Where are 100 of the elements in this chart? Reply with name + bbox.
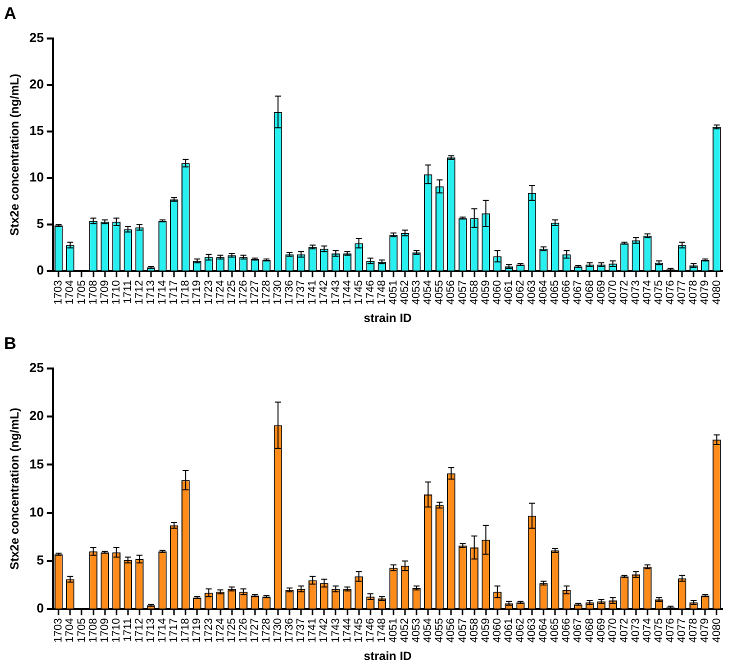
x-tick-label: 1727 — [248, 280, 261, 305]
x-tick-label: 4053 — [410, 280, 423, 305]
x-tick-label: 1746 — [364, 280, 376, 305]
x-tick-label: 1725 — [226, 280, 238, 305]
x-tick-label: 1709 — [98, 280, 111, 305]
x-tick-label: 4064 — [538, 618, 550, 643]
x-tick-label: 4063 — [526, 280, 538, 305]
x-tick-label: 4077 — [676, 618, 688, 643]
x-tick-label: 4075 — [653, 280, 666, 305]
x-tick-label: 4072 — [618, 280, 630, 305]
x-tick-label: 1709 — [98, 618, 111, 643]
x-tick-label: 1704 — [64, 280, 76, 305]
x-tick-label: 4065 — [549, 618, 562, 643]
x-tick-label: 4070 — [606, 618, 619, 643]
x-tick-label: 1741 — [306, 618, 319, 643]
x-tick-label: 4052 — [399, 618, 412, 643]
x-tick-label: 1728 — [260, 280, 272, 305]
y-tick-label: 25 — [29, 360, 44, 375]
x-tick-label: 4057 — [456, 280, 469, 305]
x-tick-label: 1743 — [330, 280, 342, 305]
x-tick-label: 4059 — [480, 280, 492, 305]
x-axis-title: strain ID — [364, 311, 412, 326]
x-tick-label: 4076 — [664, 618, 677, 643]
x-tick-label: 4078 — [688, 618, 700, 643]
x-tick-label: 4063 — [526, 618, 538, 643]
x-tick-label: 1748 — [376, 618, 388, 643]
y-tick-label: 25 — [29, 30, 44, 45]
y-tick-label: 5 — [36, 552, 44, 568]
x-tick-label: 4073 — [630, 280, 642, 305]
x-tick-label: 4074 — [642, 618, 654, 643]
x-tick-label: 4061 — [502, 618, 515, 643]
x-axis-title: strain ID — [364, 649, 412, 664]
x-tick-label: 4070 — [606, 280, 619, 305]
x-tick-label: 4054 — [422, 280, 434, 305]
x-tick-label: 1737 — [295, 280, 308, 305]
x-tick-label: 4053 — [410, 618, 423, 643]
x-tick-label: 1711 — [122, 280, 134, 304]
x-tick-label: 4067 — [572, 280, 584, 305]
x-tick-label: 1714 — [156, 618, 169, 643]
x-tick-label: 1745 — [352, 618, 365, 643]
x-tick-label: 1717 — [168, 280, 180, 305]
x-tick-label: 4056 — [445, 280, 458, 305]
x-tick-label: 4072 — [618, 618, 630, 643]
x-tick-label: 1744 — [341, 618, 354, 643]
x-tick-label: 1726 — [237, 618, 250, 643]
x-tick-label: 4069 — [595, 618, 608, 643]
x-tick-label: 1719 — [191, 280, 204, 305]
x-tick-label: 1727 — [248, 618, 261, 643]
x-tick-label: 1708 — [87, 618, 100, 643]
x-tick-label: 4055 — [434, 280, 446, 305]
x-tick-label: 4054 — [422, 618, 434, 643]
chart-title: A — [4, 4, 16, 23]
x-tick-label: 4061 — [502, 280, 515, 305]
x-tick-label: 4067 — [572, 618, 584, 643]
chart-title: B — [4, 334, 16, 353]
x-tick-label: 1714 — [156, 280, 169, 305]
x-tick-label: 4051 — [387, 280, 400, 305]
x-tick-label: 4080 — [710, 280, 723, 305]
x-tick-label: 4060 — [491, 618, 504, 643]
x-tick-label: 1724 — [214, 618, 226, 643]
x-tick-label: 1746 — [364, 618, 376, 643]
y-tick-label: 0 — [36, 600, 44, 616]
x-tick-label: 1703 — [52, 618, 65, 643]
x-tick-label: 1742 — [318, 618, 330, 643]
x-tick-label: 4058 — [468, 280, 480, 305]
x-tick-label: 1713 — [145, 618, 158, 643]
x-tick-label: 4057 — [456, 618, 469, 643]
x-tick-label: 4064 — [538, 280, 550, 305]
x-tick-label: 1719 — [191, 618, 204, 643]
x-tick-label: 1725 — [226, 618, 238, 643]
x-tick-label: 4068 — [584, 618, 596, 643]
x-tick-label: 1717 — [168, 618, 180, 643]
x-tick-label: 1730 — [272, 618, 284, 643]
x-tick-label: 1737 — [295, 618, 308, 643]
x-tick-label: 1736 — [284, 280, 296, 305]
x-tick-label: 1718 — [180, 618, 192, 643]
x-tick-label: 1736 — [284, 618, 296, 643]
x-tick-label: 4069 — [595, 280, 608, 305]
x-tick-label: 1712 — [133, 618, 146, 643]
y-tick-label: 10 — [29, 504, 44, 520]
y-axis-title: Stx2e concentration (ng/mL) — [8, 408, 22, 570]
y-tick-label: 20 — [29, 408, 44, 424]
x-tick-label: 4059 — [480, 618, 492, 643]
x-tick-label: 4066 — [560, 280, 573, 305]
x-tick-label: 1718 — [180, 280, 192, 305]
x-tick-label: 1710 — [110, 280, 122, 305]
x-tick-label: 1726 — [237, 280, 250, 305]
x-tick-label: 4079 — [699, 280, 712, 305]
y-tick-label: 15 — [29, 123, 44, 138]
x-tick-label: 1724 — [214, 280, 226, 305]
x-tick-label: 4066 — [560, 618, 573, 643]
x-tick-label: 1745 — [352, 280, 365, 305]
x-tick-label: 1712 — [133, 280, 146, 305]
y-axis-title: Stx2e concentration (ng/mL) — [8, 74, 22, 236]
x-tick-label: 1708 — [87, 280, 100, 305]
x-tick-label: 4074 — [642, 280, 654, 305]
x-tick-label: 4079 — [699, 618, 712, 643]
x-tick-label: 4078 — [688, 280, 700, 305]
x-tick-label: 4065 — [549, 280, 562, 305]
x-tick-label: 1728 — [260, 618, 272, 643]
